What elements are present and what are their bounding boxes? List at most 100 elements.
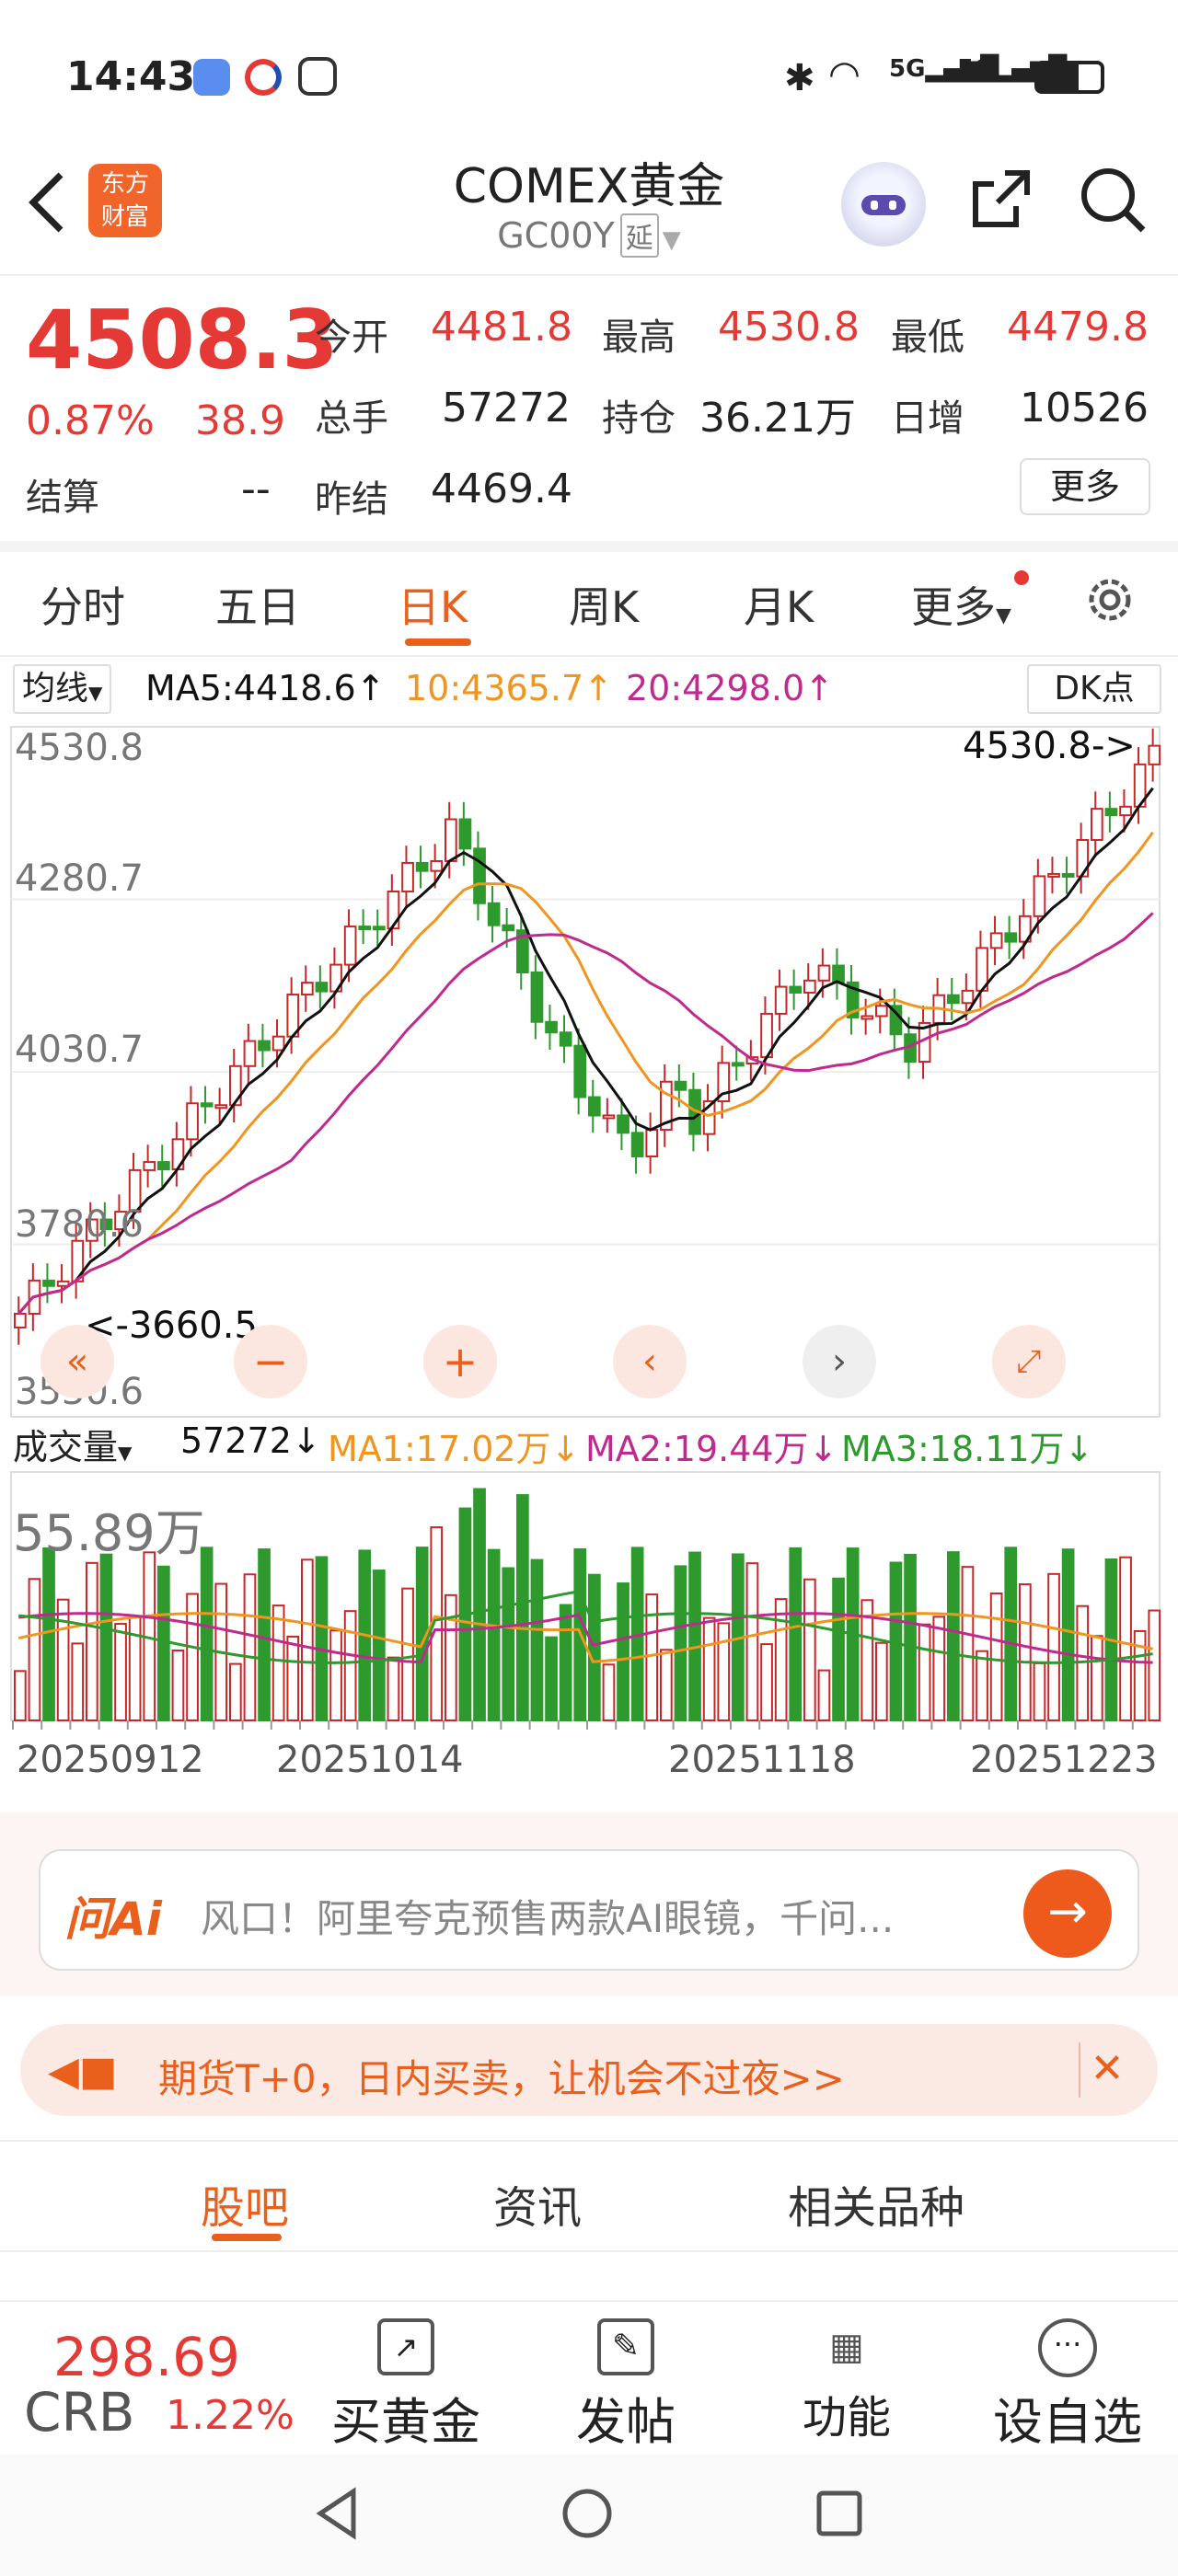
more-button[interactable]: 更多 [1020, 458, 1150, 515]
price-axis-label-1: 4530.8 [15, 727, 144, 769]
ma-selector[interactable]: 均线▼ [13, 664, 112, 714]
bottom-toolbar [0, 2300, 1178, 2456]
candle-body [732, 1062, 745, 1067]
tab-daily-k[interactable]: 日K [398, 582, 468, 632]
volume-bar [315, 1556, 329, 1721]
price-axis-label-2: 4280.7 [15, 857, 144, 900]
add-watch-button[interactable]: ··· 设自选 [976, 2309, 1160, 2456]
post-label: 发帖 [576, 2393, 676, 2451]
scroll-right-button[interactable]: › [803, 1325, 876, 1398]
volume-bar [186, 1593, 199, 1721]
volume-bar [200, 1547, 214, 1722]
jump-start-button[interactable]: « [40, 1325, 114, 1398]
promo-close-button[interactable]: ✕ [1079, 2042, 1134, 2098]
volume-selector[interactable]: 成交量▼ [13, 1419, 132, 1469]
volume-bar [832, 1577, 845, 1721]
candle-body [1148, 744, 1161, 765]
ma5-value: MA5:4418.6↑ [145, 668, 386, 708]
candle-body [717, 1062, 731, 1103]
active-tab-underline [405, 638, 471, 646]
dropdown-icon: ▼ [118, 1442, 133, 1464]
volume-bar [745, 1562, 759, 1722]
candle-body [473, 847, 486, 904]
volume-bar [932, 1616, 946, 1721]
ma20-line [17, 912, 1154, 1315]
candle-body [832, 964, 845, 983]
tab-monthly-k[interactable]: 月K [744, 582, 814, 632]
promo-banner[interactable]: ◀■ 期货T+0，日内买卖，让机会不过夜>> ✕ [20, 2024, 1158, 2116]
candle-body [186, 1102, 199, 1141]
tab-more[interactable]: 更多▼ [911, 574, 1011, 635]
volume-bar [1091, 1635, 1103, 1721]
scroll-left-button[interactable]: ‹ [613, 1325, 687, 1398]
crb-widget[interactable]: 298.69 CRB 1.22% [0, 2309, 313, 2456]
dropdown-arrow-icon: ▼ [662, 226, 681, 254]
instrument-code[interactable]: GC00Y 延 ▼ [0, 213, 1178, 258]
volume-value: 57272 [442, 385, 571, 431]
share-button[interactable] [968, 166, 1034, 232]
signal-5g-icon: 5G▂▄▆█ [889, 55, 999, 83]
ma20-value: 20:4298.0↑ [626, 668, 834, 708]
more-dots-icon: ··· [1038, 2318, 1097, 2377]
search-button[interactable] [1077, 164, 1150, 237]
dk-button[interactable]: DK点 [1027, 664, 1161, 714]
zoom-in-button[interactable]: + [423, 1325, 497, 1398]
tab-news[interactable]: 资讯 [493, 2182, 583, 2234]
volume-bar [229, 1662, 242, 1721]
last-price: 4508.3 [26, 293, 339, 387]
fullscreen-button[interactable]: ⤢ [992, 1325, 1066, 1398]
candle-body [588, 1096, 601, 1117]
back-arrow-icon [29, 172, 64, 233]
ai-question-bar[interactable]: 问Ai 风口！阿里夸克预售两款AI眼镜，千问... → [39, 1849, 1139, 1971]
dropdown-icon: ▼ [88, 682, 103, 704]
candle-body [530, 972, 544, 1023]
volume-bar [445, 1593, 457, 1722]
nav-recents-button[interactable] [810, 2484, 869, 2543]
buy-gold-button[interactable]: ↗ 买黄金 [322, 2309, 490, 2456]
app-logo-icon [245, 59, 282, 96]
tab-related[interactable]: 相关品种 [788, 2182, 965, 2234]
gear-icon [1089, 579, 1131, 621]
crb-label: CRB [24, 2381, 135, 2444]
candle-body [401, 861, 414, 893]
volume-bar [516, 1494, 529, 1721]
candle-body [229, 1064, 242, 1107]
tab-weekly-k[interactable]: 周K [569, 582, 640, 632]
change-value: 38.9 [195, 397, 285, 444]
settings-button[interactable] [1080, 570, 1139, 629]
volume-bar [860, 1599, 874, 1721]
nav-back-button[interactable] [309, 2484, 368, 2543]
app-logo[interactable]: 东方 财富 [88, 164, 162, 237]
buy-gold-label: 买黄金 [331, 2393, 480, 2451]
volume-bar [702, 1616, 716, 1721]
logo-text-top: 东方 [100, 170, 149, 198]
candle-body [1004, 932, 1018, 943]
tab-intraday[interactable]: 分时 [40, 582, 125, 632]
candle-body [157, 1161, 170, 1171]
volume-bar [1119, 1556, 1132, 1722]
candle-body [14, 1312, 27, 1328]
candle-body [630, 1132, 644, 1157]
tab-five-day[interactable]: 五日 [215, 582, 300, 632]
candle-body [1119, 805, 1132, 817]
ai-go-button[interactable]: → [1023, 1869, 1112, 1958]
candle-body [373, 926, 386, 931]
oi-value: 36.21万 [699, 395, 856, 442]
ai-robot-avatar[interactable] [841, 162, 926, 247]
nav-home-button[interactable] [558, 2484, 617, 2543]
candle-body [660, 1080, 673, 1132]
zoom-out-button[interactable]: − [234, 1325, 307, 1398]
add-watch-label: 设自选 [993, 2393, 1142, 2451]
volume-bar [617, 1582, 629, 1721]
candle-body [947, 994, 960, 1005]
volume-bar [258, 1548, 271, 1721]
functions-label: 功能 [802, 2392, 891, 2444]
functions-button[interactable]: ▦ 功能 [773, 2309, 920, 2456]
kline-chart[interactable] [9, 718, 1169, 1831]
ma-selector-label: 均线 [22, 670, 89, 707]
post-button[interactable]: ✎ 发帖 [552, 2309, 699, 2456]
candle-body [271, 1035, 285, 1052]
ma10-line [17, 831, 1154, 1315]
back-button[interactable] [20, 166, 75, 239]
tab-forum[interactable]: 股吧 [201, 2182, 290, 2234]
